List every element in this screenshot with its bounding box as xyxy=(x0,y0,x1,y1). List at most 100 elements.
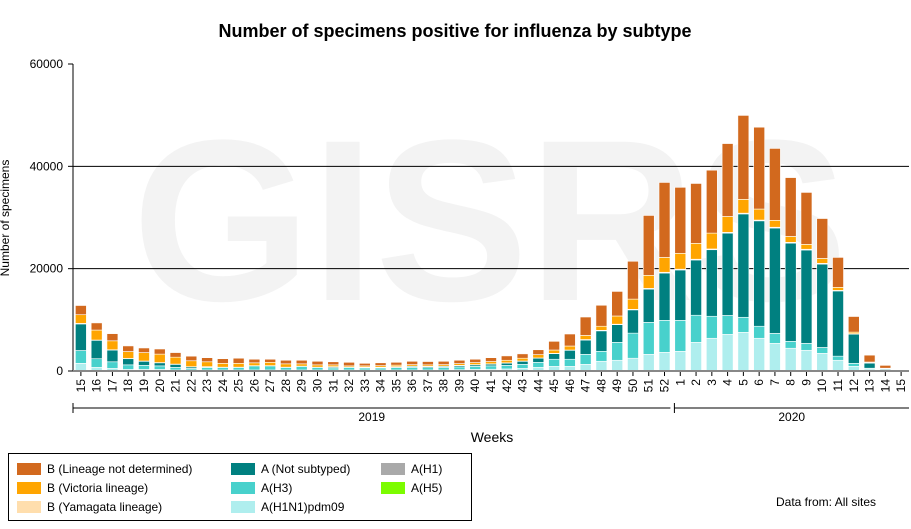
bar-segment xyxy=(611,324,623,343)
bar-segment xyxy=(311,360,324,366)
bar-segment xyxy=(374,362,387,366)
bar-segment xyxy=(138,360,150,366)
bar-segment xyxy=(642,354,655,372)
bar-segment xyxy=(469,362,482,365)
x-tick-label: 42 xyxy=(500,379,514,393)
bar-segment xyxy=(169,367,182,371)
bar-segment xyxy=(627,332,639,359)
bar-segment xyxy=(264,362,276,366)
x-tick-label: 47 xyxy=(579,379,593,393)
bar-segment xyxy=(753,126,765,210)
bar-segment xyxy=(75,305,87,316)
bar-segment xyxy=(169,352,182,358)
bar-segment xyxy=(579,316,592,336)
bar-segment xyxy=(611,291,623,317)
bar-segment xyxy=(532,357,545,363)
bar-segment xyxy=(75,314,87,324)
bar-segment xyxy=(753,208,765,221)
bar-segment xyxy=(832,359,844,372)
legend-label: A(H1N1)pdm09 xyxy=(261,500,345,514)
bar-segment xyxy=(153,362,166,367)
bar-segment xyxy=(721,216,734,233)
x-tick-label: 9 xyxy=(799,379,813,386)
x-tick-label: 22 xyxy=(184,379,198,393)
bar-segment xyxy=(153,348,166,355)
bar-segment xyxy=(311,364,324,368)
bar-segment xyxy=(595,304,608,327)
bar-segment xyxy=(280,359,292,365)
x-tick-label: 13 xyxy=(863,379,877,393)
bar-segment xyxy=(500,365,513,370)
bar-segment xyxy=(674,253,687,270)
bar-segment xyxy=(753,337,765,372)
bar-segment xyxy=(153,353,166,363)
x-tick-label: 20 xyxy=(153,379,167,393)
bar-segment xyxy=(201,361,213,367)
bar-segment xyxy=(232,367,245,371)
bar-segment xyxy=(122,358,135,366)
bar-segment xyxy=(642,215,655,276)
bar-segment xyxy=(769,333,781,344)
x-tick-label: 49 xyxy=(610,379,624,393)
x-tick-label: 52 xyxy=(658,379,672,393)
y-tick-label: 40000 xyxy=(30,159,64,173)
bar-segment xyxy=(485,357,497,362)
bar-segment xyxy=(232,357,245,364)
year-label: 2019 xyxy=(358,410,385,424)
bar-segment xyxy=(169,356,182,365)
bar-segment xyxy=(106,361,119,369)
legend-swatch xyxy=(17,482,41,494)
bar-segment xyxy=(800,244,813,250)
legend-label: B (Lineage not determined) xyxy=(47,462,193,476)
bar-segment xyxy=(658,182,671,258)
bar-segment xyxy=(627,309,639,334)
legend-swatch xyxy=(231,463,255,475)
data-source-note: Data from: All sites xyxy=(776,495,877,509)
bar-segment xyxy=(516,360,529,365)
x-tick-label: 3 xyxy=(705,379,719,386)
bar-segment xyxy=(642,275,655,289)
bar-segment xyxy=(784,177,797,237)
bar-segment xyxy=(579,354,592,365)
x-tick-label: 33 xyxy=(358,379,372,393)
x-tick-label: 45 xyxy=(547,379,561,393)
bar-segment xyxy=(138,352,150,362)
bar-segment xyxy=(469,358,482,363)
bar-segment xyxy=(327,361,340,366)
x-tick-label: 7 xyxy=(768,379,782,386)
bar-segment xyxy=(690,259,702,316)
bar-segment xyxy=(185,360,198,367)
x-tick-label: 4 xyxy=(721,379,735,386)
bar-segment xyxy=(784,341,797,349)
bar-segment xyxy=(327,367,340,371)
bar-segment xyxy=(674,269,687,321)
legend-label: A(H5) xyxy=(411,481,443,495)
x-tick-label: 35 xyxy=(389,379,403,393)
bar-segment xyxy=(485,361,497,365)
x-axis-label: Weeks xyxy=(471,429,514,445)
bar-segment xyxy=(532,354,545,359)
bar-segment xyxy=(422,361,434,366)
year-label: 2020 xyxy=(778,410,805,424)
x-tick-label: 39 xyxy=(452,379,466,393)
x-tick-label: 5 xyxy=(736,379,750,386)
bar-segment xyxy=(595,351,608,362)
y-axis-label: Number of specimens xyxy=(0,160,12,277)
bar-segment xyxy=(390,367,403,371)
x-tick-label: 25 xyxy=(232,379,246,393)
bar-segment xyxy=(311,367,324,371)
x-tick-label: 30 xyxy=(310,379,324,393)
x-tick-label: 41 xyxy=(484,379,498,393)
bar-segment xyxy=(138,365,150,370)
x-tick-label: 43 xyxy=(516,379,530,393)
bar-segment xyxy=(863,362,876,369)
x-tick-label: 17 xyxy=(105,379,119,393)
bar-segment xyxy=(658,272,671,321)
legend-label: B (Yamagata lineage) xyxy=(47,500,163,514)
legend-label: A(H3) xyxy=(261,481,293,495)
x-tick-label: 2 xyxy=(689,379,703,386)
bar-segment xyxy=(122,345,135,352)
bar-segment xyxy=(658,257,671,273)
bar-segment xyxy=(706,315,718,339)
bar-segment xyxy=(248,362,261,366)
